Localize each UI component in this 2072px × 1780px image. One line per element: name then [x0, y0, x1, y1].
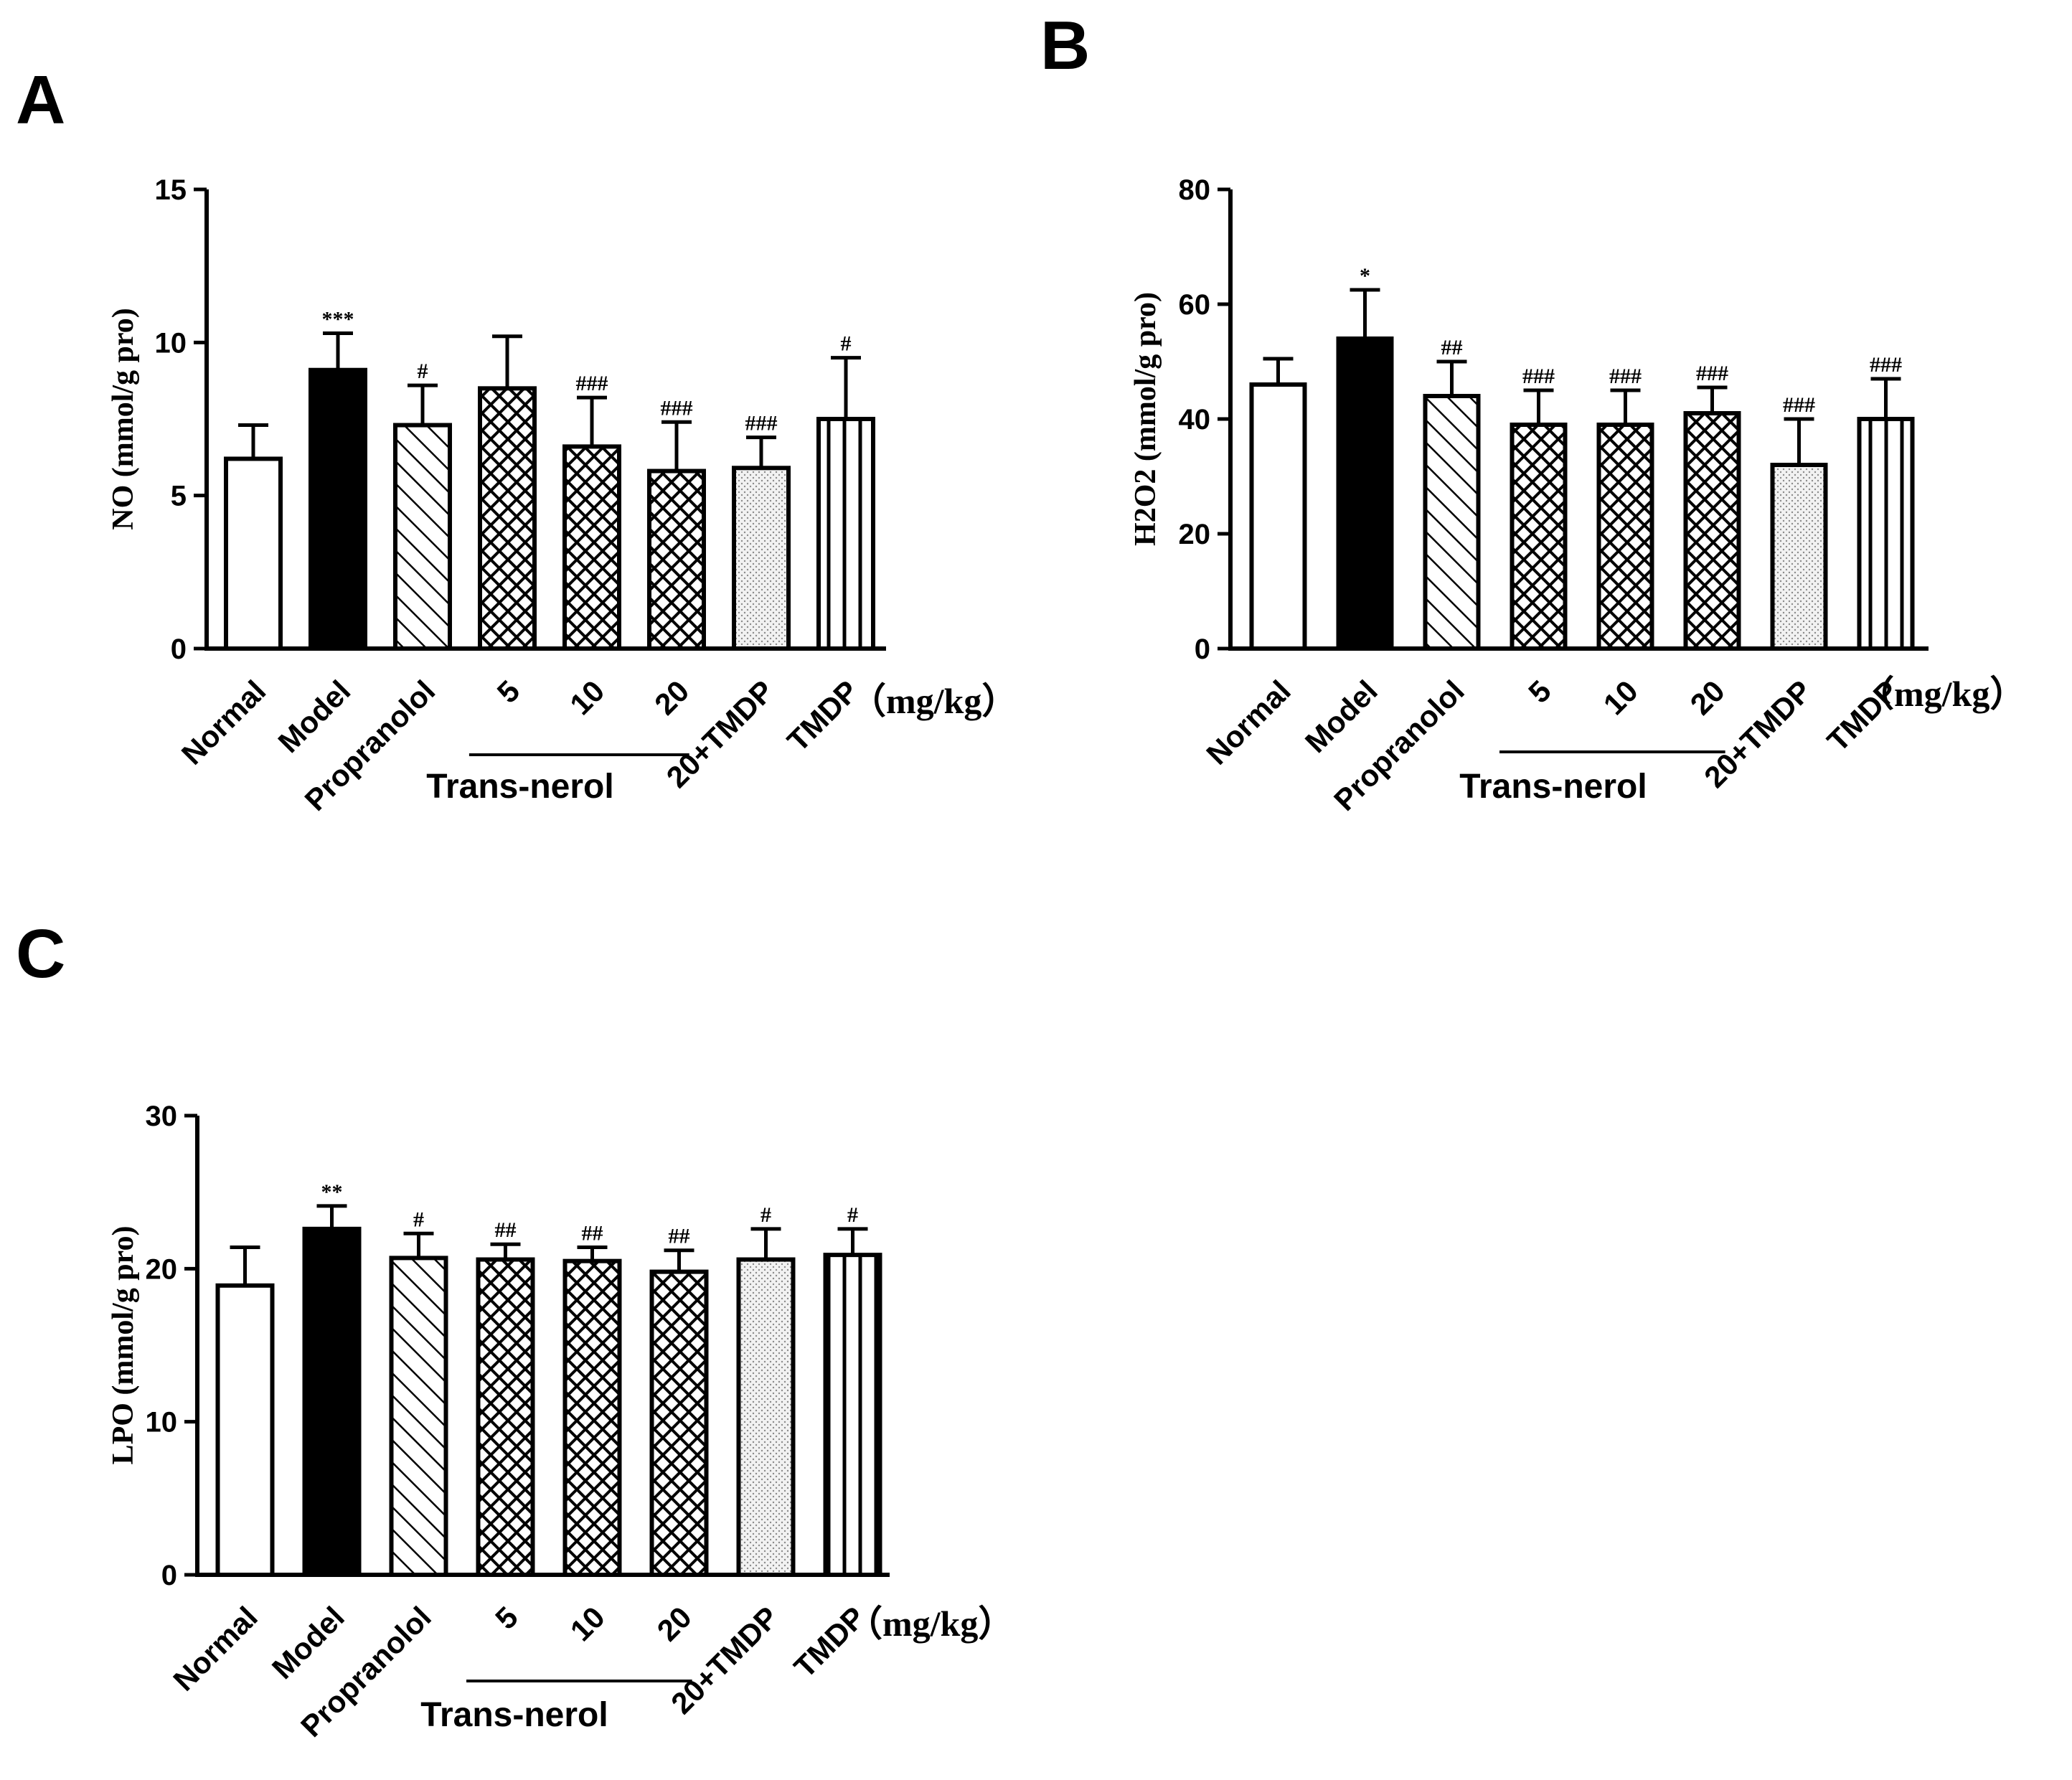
x-category-label: Model [265, 1600, 351, 1685]
bar [647, 468, 706, 651]
bar [1336, 336, 1394, 651]
unit-label: （mg/kg） [850, 681, 1017, 721]
significance-label: ## [495, 1218, 517, 1242]
significance-label: # [847, 1203, 858, 1227]
x-category-label: 5 [1522, 674, 1558, 710]
bar [1596, 423, 1654, 651]
group-label: Trans-nerol [1459, 768, 1647, 806]
bar [1249, 382, 1307, 651]
bar [389, 1256, 448, 1578]
bar [478, 386, 537, 651]
y-axis-title: H2O2 (mmol/g pro) [1129, 292, 1162, 546]
significance-label: ## [1441, 336, 1463, 359]
bar [1683, 411, 1741, 651]
significance-label: ### [576, 372, 608, 395]
bar [393, 423, 452, 651]
bar [562, 1258, 622, 1577]
group-label: Trans-nerol [426, 768, 613, 806]
bar [823, 1253, 882, 1577]
significance-label: ## [669, 1225, 690, 1248]
significance-label: ### [661, 396, 693, 420]
bar [215, 1283, 275, 1578]
significance-label: ### [1783, 393, 1815, 417]
bar [562, 444, 621, 651]
x-category-label: 5 [489, 1600, 524, 1636]
bar [732, 466, 791, 651]
x-category-label: 20 [648, 674, 695, 721]
y-axis-title: NO (mmol/g pro) [107, 308, 140, 530]
x-category-label: Normal [175, 674, 273, 771]
y-tick-label: 0 [1195, 634, 1210, 665]
y-tick-label: 80 [1179, 174, 1211, 206]
bar [1423, 394, 1481, 651]
unit-label: （mg/kg） [1858, 674, 2025, 714]
bar [816, 417, 875, 651]
bar [224, 456, 283, 651]
y-tick-label: 10 [155, 327, 187, 359]
significance-label: # [841, 332, 852, 356]
x-category-label: Model [1299, 674, 1384, 759]
significance-label: ** [321, 1180, 343, 1204]
significance-label: # [418, 359, 428, 383]
panel-label: A [16, 62, 65, 138]
x-category-label: 5 [491, 674, 527, 710]
x-category-label: Model [271, 674, 357, 759]
x-category-label: Normal [1200, 674, 1297, 771]
significance-label: ## [582, 1221, 603, 1245]
significance-label: ### [1522, 364, 1555, 388]
bar [476, 1257, 535, 1577]
bar [649, 1269, 709, 1577]
x-category-label: 20 [651, 1600, 698, 1647]
panel-label: C [16, 915, 65, 992]
significance-label: ### [745, 412, 778, 435]
x-category-label: 10 [563, 674, 611, 721]
y-tick-label: 20 [146, 1253, 178, 1285]
y-tick-label: 40 [1179, 404, 1211, 435]
y-tick-label: 30 [146, 1101, 178, 1132]
significance-label: ### [1870, 353, 1902, 377]
significance-label: *** [322, 308, 354, 331]
x-category-label: 10 [564, 1600, 611, 1647]
bar [1857, 417, 1915, 651]
y-tick-label: 10 [146, 1407, 178, 1438]
significance-label: # [413, 1207, 424, 1231]
y-tick-label: 0 [171, 634, 187, 665]
x-category-label: 10 [1597, 674, 1644, 721]
group-label: Trans-nerol [420, 1696, 608, 1734]
significance-label: ### [1696, 362, 1728, 385]
significance-label: ### [1609, 364, 1642, 388]
bar [302, 1226, 362, 1578]
y-axis-title: LPO (mmol/g pro) [107, 1226, 140, 1465]
x-category-label: 20 [1684, 674, 1731, 721]
bar [1770, 463, 1828, 651]
significance-label: # [760, 1203, 771, 1227]
y-tick-label: 0 [161, 1560, 177, 1591]
significance-label: * [1360, 264, 1370, 288]
y-tick-label: 15 [155, 174, 187, 206]
panel-b-chart: B 0 20 40 60 80 H2O2 (mmol/g pro) Normal * Model… [1040, 7, 2025, 817]
y-tick-label: 5 [171, 481, 187, 512]
x-category-label: Normal [166, 1600, 264, 1697]
unit-label: （mg/kg） [847, 1604, 1014, 1644]
panel-label: B [1040, 7, 1090, 84]
bar [736, 1257, 796, 1577]
bar [1510, 423, 1568, 651]
y-tick-label: 20 [1179, 519, 1211, 550]
y-tick-label: 60 [1179, 289, 1211, 321]
bar [309, 367, 367, 651]
